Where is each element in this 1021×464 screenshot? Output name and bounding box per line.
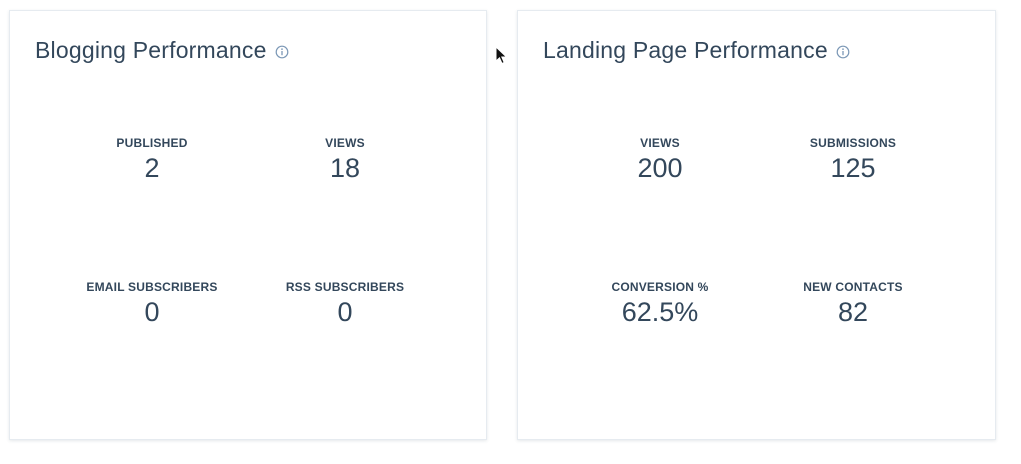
metric-value: 125 [830, 153, 876, 183]
metric-value: 18 [329, 153, 361, 183]
metric-conversion-percent: CONVERSION % 62.5% [570, 280, 750, 328]
metric-value: 2 [144, 153, 160, 183]
metric-rss-subscribers: RSS SUBSCRIBERS 0 [255, 280, 435, 328]
metric-label: RSS SUBSCRIBERS [285, 280, 405, 294]
metric-label: VIEWS [640, 136, 680, 150]
metric-label: SUBMISSIONS [809, 136, 897, 150]
metric-views: VIEWS 18 [255, 136, 435, 184]
card-title: Landing Page Performance [543, 37, 828, 63]
metric-label: CONVERSION % [611, 280, 709, 294]
metric-email-subscribers: EMAIL SUBSCRIBERS 0 [62, 280, 242, 328]
metric-submissions: SUBMISSIONS 125 [763, 136, 943, 184]
metric-value: 200 [637, 153, 683, 183]
metric-label: PUBLISHED [116, 136, 188, 150]
landing-page-performance-card: Landing Page Performance VIEWS 200 SUBMI… [517, 10, 996, 440]
metric-label: VIEWS [325, 136, 365, 150]
metric-label: NEW CONTACTS [803, 280, 903, 294]
card-title: Blogging Performance [35, 37, 267, 63]
metric-label: EMAIL SUBSCRIBERS [86, 280, 218, 294]
blogging-performance-card: Blogging Performance PUBLISHED 2 VIEWS 1… [9, 10, 487, 440]
metric-published: PUBLISHED 2 [62, 136, 242, 184]
metric-value: 62.5% [621, 297, 699, 327]
card-header: Blogging Performance [35, 37, 289, 64]
info-icon[interactable] [836, 45, 850, 59]
card-header: Landing Page Performance [543, 37, 850, 64]
metric-new-contacts: NEW CONTACTS 82 [763, 280, 943, 328]
metric-value: 82 [837, 297, 869, 327]
mouse-cursor-icon [495, 45, 509, 66]
metric-value: 0 [144, 297, 160, 327]
metric-value: 0 [337, 297, 353, 327]
metric-views: VIEWS 200 [570, 136, 750, 184]
info-icon[interactable] [275, 45, 289, 59]
